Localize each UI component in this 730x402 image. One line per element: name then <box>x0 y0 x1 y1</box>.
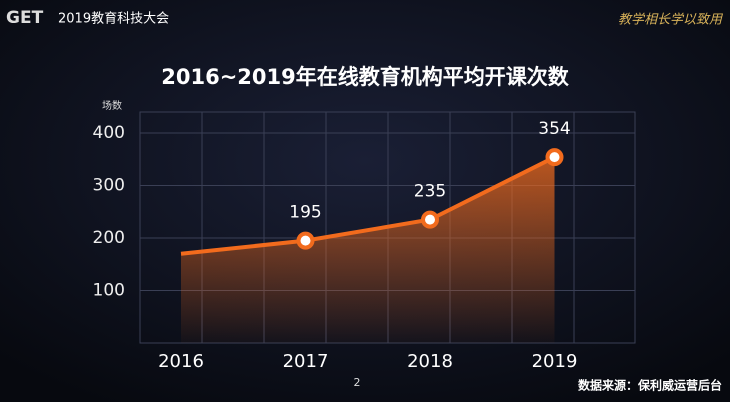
page-number: 2 <box>354 376 361 389</box>
y-tick-label: 200 <box>93 228 125 248</box>
x-tick-label: 2018 <box>407 351 453 372</box>
motto: 教学相长学以致用 <box>618 12 724 28</box>
point-marker <box>296 231 315 250</box>
source-note: 数据来源：保利威运营后台 <box>578 378 722 393</box>
x-tick-label: 2017 <box>283 351 329 372</box>
value-label: 235 <box>414 182 446 202</box>
y-tick-label: 100 <box>93 281 125 301</box>
y-tick-label: 400 <box>93 123 125 143</box>
chart-title: 2016~2019年在线教育机构平均开课次数 <box>161 65 569 89</box>
plot: 100 200 300 400 2016 2017 2018 2019 195 235 354 <box>93 111 636 372</box>
value-label: 195 <box>289 203 321 223</box>
x-tick-label: 2016 <box>158 351 204 372</box>
line <box>180 155 556 256</box>
y-axis-label: 场数 <box>102 99 122 112</box>
area-fill <box>181 157 555 343</box>
logo: GET <box>6 8 44 28</box>
value-label: 354 <box>538 119 570 139</box>
x-tick-label: 2019 <box>532 351 578 372</box>
point-marker <box>421 210 439 229</box>
event-name: 2019教育科技大会 <box>58 11 169 27</box>
y-tick-label: 300 <box>93 176 125 196</box>
point-marker <box>545 148 564 167</box>
